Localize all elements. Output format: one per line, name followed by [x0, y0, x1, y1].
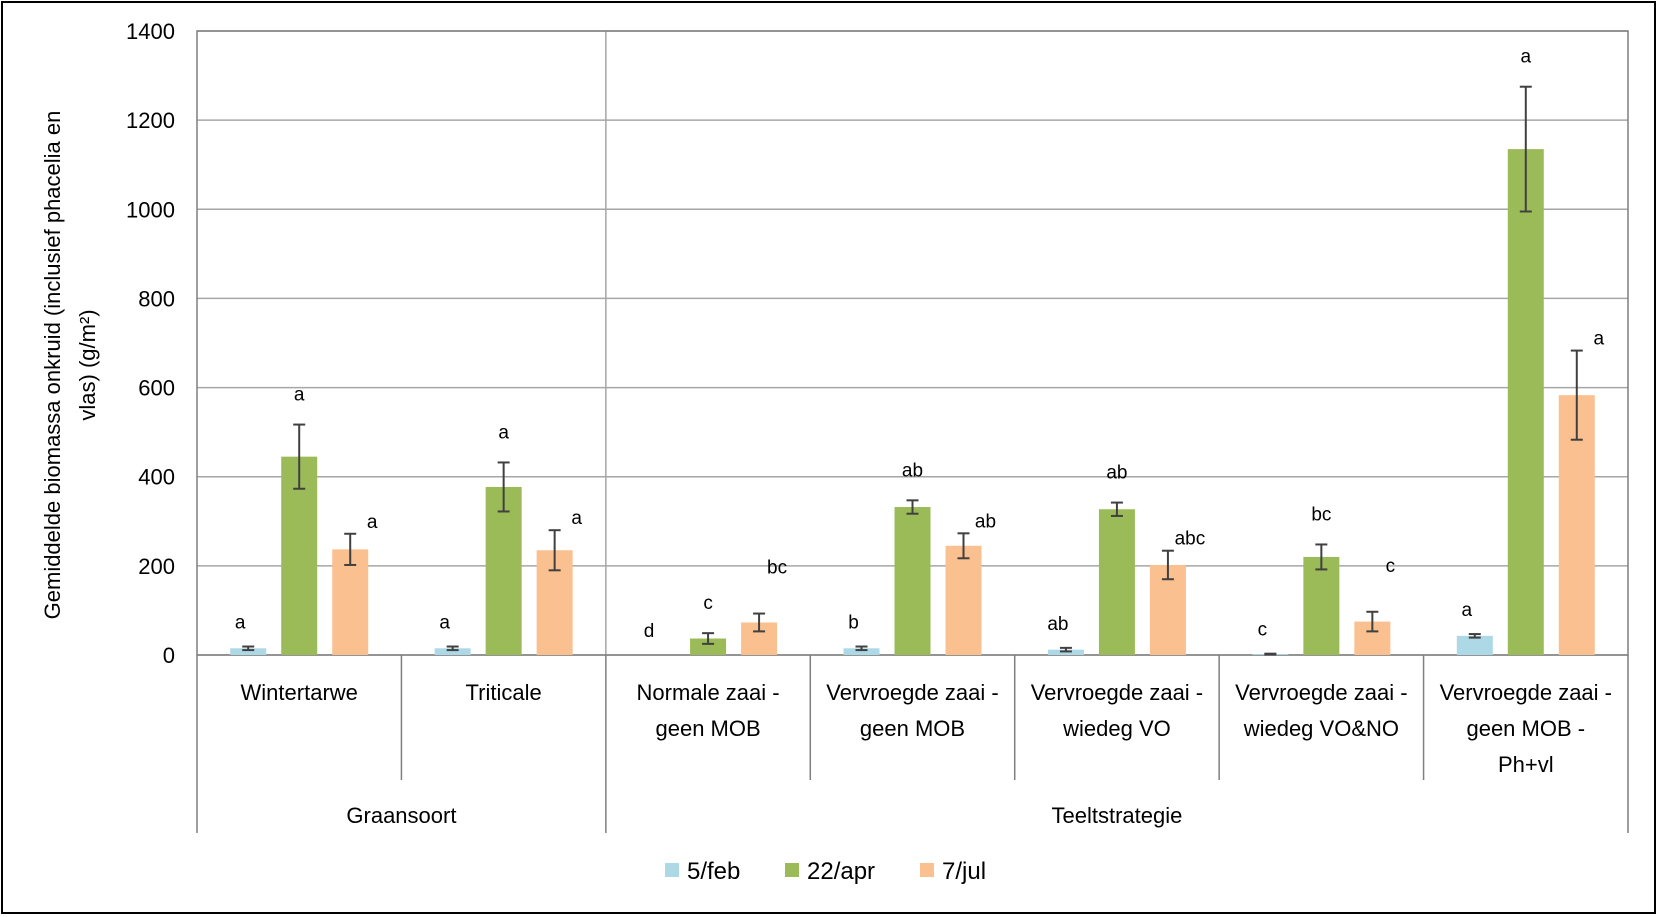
labels: 0 200 400 600 800 1000 1200 1400 Wintertarwe Trit… [126, 19, 1612, 828]
x-tick-label: geen MOB [655, 716, 760, 741]
bar-7/jul [945, 545, 982, 655]
legend: 5/feb 22/apr 7/jul [665, 858, 986, 885]
significance-letter: bc [1311, 504, 1331, 525]
bar-5/feb [230, 648, 267, 655]
y-tick-label: 1400 [126, 19, 175, 44]
legend-label: 22/apr [807, 858, 875, 885]
x-tick-label: Vervroegde zaai - [1031, 680, 1203, 705]
bar-7/jul [332, 549, 369, 655]
bar-22/apr [1098, 509, 1135, 655]
y-tick-label: 600 [138, 376, 175, 401]
y-tick-label: 1200 [126, 108, 175, 133]
y-axis-title-line1: Gemiddelde biomassa onkruid (inclusief p… [40, 111, 65, 620]
bar-22/apr [690, 638, 727, 655]
significance-letter: a [367, 512, 378, 533]
significance-letter: c [703, 593, 713, 614]
significance-letter: a [571, 508, 582, 529]
x-tick-label: Triticale [466, 680, 542, 705]
bar-5/feb [1456, 635, 1493, 655]
x-tick-label: wiedeg VO [1062, 716, 1171, 741]
significance-letter: a [1593, 329, 1604, 350]
significance-letter: b [848, 613, 859, 634]
significance-letter: c [1386, 556, 1396, 577]
bar-5/feb [434, 648, 471, 655]
y-tick-label: 1000 [126, 197, 175, 222]
y-tick-label: 0 [163, 643, 175, 668]
y-tick-label: 200 [138, 554, 175, 579]
x-tick-label: Vervroegde zaai - [1235, 680, 1407, 705]
significance-letter: a [235, 613, 246, 634]
legend-swatch-5/feb [665, 863, 679, 877]
y-tick-label: 400 [138, 465, 175, 490]
axes [196, 30, 1629, 833]
significance-letter: ab [1047, 614, 1068, 635]
x-tick-label: Vervroegde zaai - [826, 680, 998, 705]
x-tick-label: wiedeg VO&NO [1243, 716, 1399, 741]
group-label: Graansoort [346, 803, 456, 828]
legend-label: 5/feb [687, 858, 740, 885]
significance-letter: a [439, 613, 450, 634]
bar-22/apr [1507, 149, 1544, 655]
bar-22/apr [894, 507, 931, 655]
x-tick-label: geen MOB - [1466, 716, 1585, 741]
y-axis-title-line2: vlas) (g/m²) [75, 309, 100, 420]
significance-letter: a [498, 422, 509, 443]
significance-letter: c [1258, 620, 1268, 641]
x-tick-label: Vervroegde zaai - [1440, 680, 1612, 705]
significance-letter: a [1520, 47, 1531, 68]
x-tick-label: Wintertarwe [241, 680, 358, 705]
legend-swatch-22/apr [785, 863, 799, 877]
significance-letter: a [294, 385, 305, 406]
bars [230, 85, 1595, 656]
group-label: Teeltstrategie [1051, 803, 1182, 828]
x-tick-label: Ph+vl [1498, 752, 1554, 777]
significance-letter: a [1461, 600, 1472, 621]
y-tick-label: 800 [138, 286, 175, 311]
bar-5/feb [843, 648, 880, 655]
significance-letter: d [644, 621, 655, 642]
significance-letter: ab [902, 460, 923, 481]
bar-22/apr [1303, 556, 1340, 655]
x-tick-label: geen MOB [860, 716, 965, 741]
significance-letter: ab [1106, 463, 1127, 484]
significance-letter: bc [767, 558, 787, 579]
legend-label: 7/jul [942, 858, 986, 885]
bar-22/apr [485, 486, 522, 655]
legend-swatch-7/jul [920, 863, 934, 877]
significance-letter: ab [975, 511, 996, 532]
significance-letter: abc [1175, 529, 1206, 550]
x-tick-label: Normale zaai - [637, 680, 780, 705]
